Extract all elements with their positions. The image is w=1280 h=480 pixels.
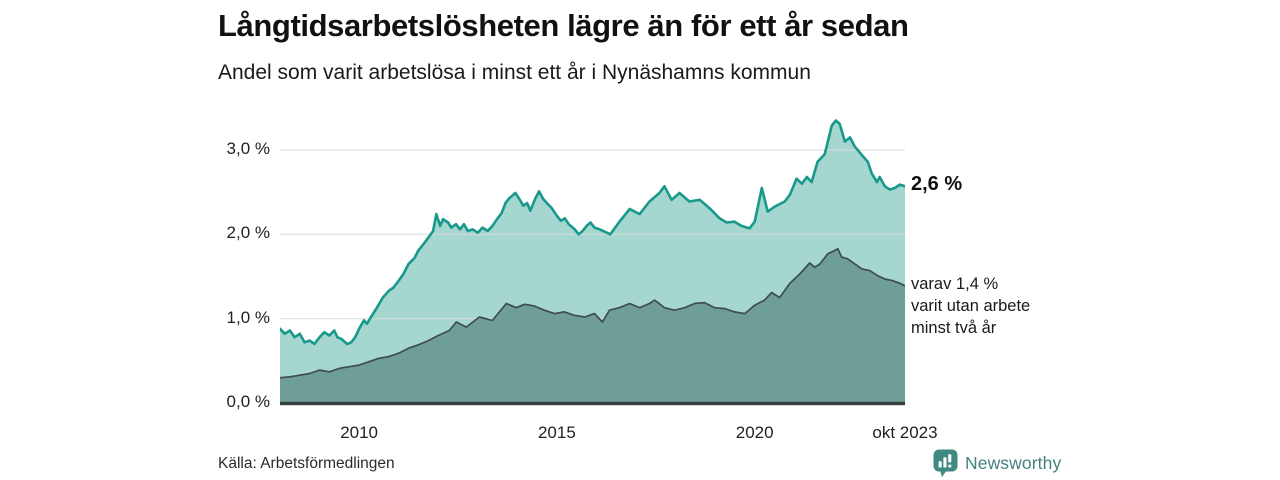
newsworthy-logo-text: Newsworthy — [965, 452, 1062, 473]
subset-label-line: varav 1,4 % — [911, 275, 999, 293]
x-tick-label: okt 2023 — [872, 423, 938, 442]
total-line — [280, 119, 905, 346]
y-tick-label: 3,0 % — [226, 139, 270, 158]
newsworthy-logo-icon — [933, 449, 958, 477]
x-tick-label: 2020 — [735, 423, 774, 442]
plot-area — [280, 110, 905, 406]
y-tick-label: 0,0 % — [226, 392, 270, 411]
subset-label-line: minst två år — [911, 319, 997, 337]
subset-label-line: varit utan arbete — [911, 297, 1031, 315]
x-tick-label: 2010 — [340, 423, 379, 442]
subset-line — [280, 247, 905, 379]
x-axis-line — [280, 401, 905, 406]
end-label-total: 2,6 % — [911, 173, 963, 195]
chart-subtitle: Andel som varit arbetslösa i minst ett å… — [218, 61, 811, 84]
chart-title: Långtidsarbetslösheten lägre än för ett … — [218, 8, 909, 43]
subset-area-fill — [280, 248, 905, 403]
y-tick-label: 2,0 % — [226, 223, 270, 243]
x-tick-label: 2015 — [537, 423, 576, 442]
newsworthy-brand: Newsworthy — [933, 449, 1061, 477]
end-label-subset: varav 1,4 % varit utan arbete minst två … — [911, 273, 1030, 339]
source-credit: Källa: Arbetsförmedlingen — [218, 455, 395, 472]
y-tick-label: 1,0 % — [226, 307, 270, 327]
area-chart — [280, 119, 905, 406]
